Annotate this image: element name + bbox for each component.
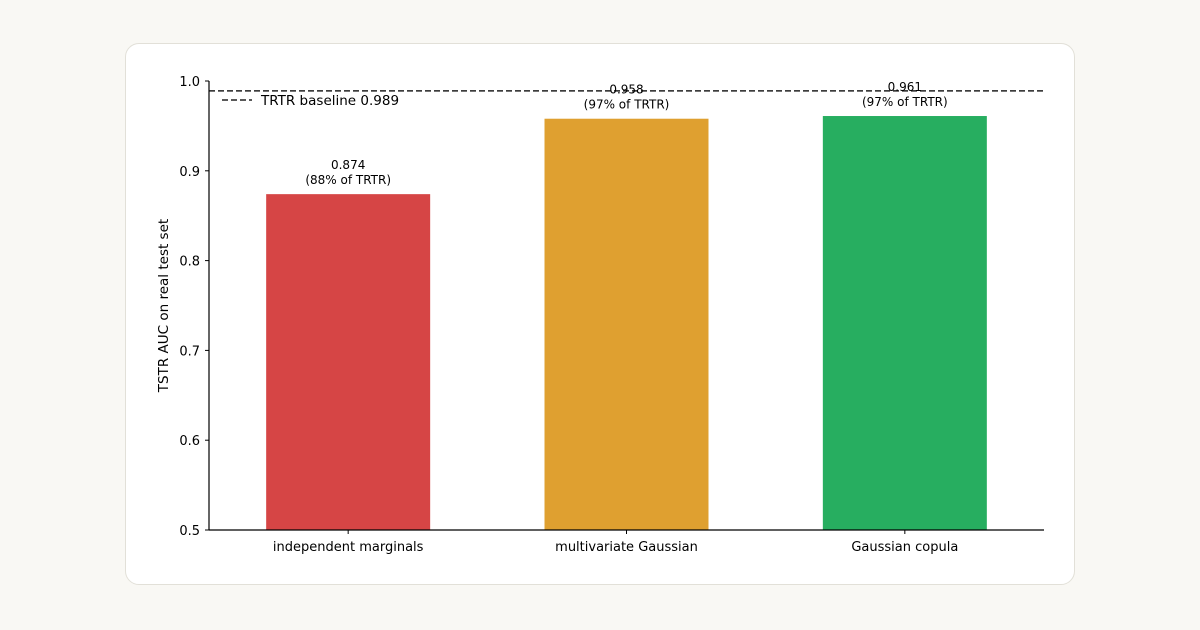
legend-label-baseline: TRTR baseline 0.989 — [260, 93, 399, 109]
y-tick-label: 0.9 — [179, 165, 200, 180]
x-tick-label: multivariate Gaussian — [555, 540, 698, 555]
y-tick-label: 0.8 — [179, 255, 200, 270]
x-tick-label: independent marginals — [273, 540, 424, 555]
y-tick-label: 0.7 — [179, 344, 200, 359]
bar-value-label: 0.874 — [331, 158, 365, 172]
bar-value-label: 0.961 — [888, 80, 922, 94]
bar — [822, 116, 987, 530]
bar-percent-label: (97% of TRTR) — [584, 98, 670, 112]
bar — [544, 118, 709, 530]
bar — [266, 194, 431, 530]
legend: TRTR baseline 0.989 — [222, 93, 399, 109]
y-axis-ticks: 0.5 0.6 0.7 0.8 0.9 1.0 — [179, 75, 209, 539]
y-tick-label: 0.5 — [179, 524, 200, 539]
y-axis-title: TSTR AUC on real test set — [156, 219, 172, 393]
bar-percent-label: (88% of TRTR) — [305, 173, 391, 187]
y-tick-label: 0.6 — [179, 434, 200, 449]
bars — [266, 116, 987, 530]
y-tick-label: 1.0 — [179, 75, 200, 90]
x-tick-label: Gaussian copula — [851, 540, 958, 555]
bar-percent-label: (97% of TRTR) — [862, 95, 948, 109]
x-axis-ticks: independent marginals multivariate Gaussi… — [273, 530, 958, 555]
bar-value-labels: 0.874(88% of TRTR)0.958(97% of TRTR)0.96… — [305, 80, 947, 187]
bar-value-label: 0.958 — [609, 83, 643, 97]
